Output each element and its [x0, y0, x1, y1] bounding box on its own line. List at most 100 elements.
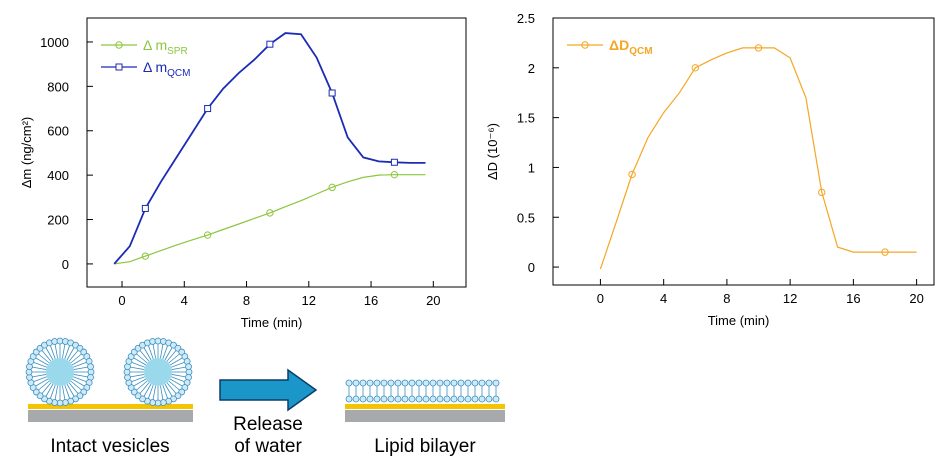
- substrate: [345, 410, 505, 422]
- lipid-head: [422, 395, 430, 403]
- x-tick-label: 20: [426, 293, 440, 308]
- lipid-head: [394, 395, 402, 403]
- lipid-tail: [33, 362, 47, 368]
- lipid-head: [352, 379, 360, 387]
- x-tick-label: 4: [660, 291, 667, 306]
- vesicle-core: [46, 358, 74, 386]
- lipid-head: [478, 395, 486, 403]
- lipid-tail: [136, 353, 148, 364]
- legend-marker: [581, 41, 589, 49]
- lipid-tail: [45, 383, 54, 397]
- lipid-tail: [66, 347, 75, 361]
- lipid-tail: [166, 382, 177, 394]
- x-tick-label: 16: [846, 291, 860, 306]
- x-axis-label: Time (min): [241, 315, 303, 330]
- marker: [266, 209, 274, 217]
- y-tick-label: 200: [47, 213, 69, 228]
- x-tick-label: 0: [597, 291, 604, 306]
- lipid-head: [443, 379, 451, 387]
- lipid-head: [87, 363, 94, 371]
- lipid-head: [485, 379, 493, 387]
- lipid-head: [345, 395, 353, 403]
- lipid-head: [387, 395, 395, 403]
- legend-label: ΔDQCM: [609, 37, 653, 57]
- lipid-tail: [162, 345, 168, 359]
- lipid-head: [373, 379, 381, 387]
- lipid-head: [429, 379, 437, 387]
- lipid-tail: [54, 385, 58, 400]
- lipid-head: [185, 363, 192, 371]
- lipid-head: [408, 395, 416, 403]
- legend-label: Δ mSPR: [143, 37, 188, 57]
- diagram: Intact vesicles Release of water Lipid b…: [25, 337, 505, 457]
- lipid-head: [478, 379, 486, 387]
- lipid-tail: [50, 385, 56, 399]
- lipid-head: [394, 379, 402, 387]
- lipid-tail: [38, 380, 50, 391]
- legend-label: Δ mQCM: [143, 59, 190, 79]
- lipid-tail: [143, 383, 152, 397]
- lipid-tail: [35, 357, 49, 366]
- substrate: [28, 410, 193, 422]
- lipid-tail: [133, 378, 147, 387]
- lipid-tail: [169, 378, 183, 387]
- lipid-head: [450, 379, 458, 387]
- x-axis-label: Time (min): [708, 313, 770, 328]
- lipid-tail: [32, 366, 47, 370]
- lipid-tail: [148, 345, 154, 359]
- lipid-tail: [62, 344, 66, 359]
- plot-frame: [86, 17, 467, 288]
- lipid-head: [359, 379, 367, 387]
- lipid-head: [373, 395, 381, 403]
- x-tick-label: 12: [302, 293, 316, 308]
- lipid-tail: [73, 366, 88, 370]
- lipid-tail: [70, 353, 82, 364]
- lipid-tail: [139, 350, 150, 362]
- lipid-head: [352, 395, 360, 403]
- marker: [390, 158, 398, 166]
- y-tick-label: 0: [528, 260, 535, 275]
- lipid-tail: [169, 357, 183, 366]
- lipid-tail: [168, 353, 180, 364]
- lipid-tail: [38, 353, 50, 364]
- lipid-tail: [152, 344, 156, 359]
- y-tick-label: 1.5: [517, 111, 535, 126]
- y-tick-label: 2.5: [517, 11, 535, 26]
- lipid-head: [485, 395, 493, 403]
- lipid-tail: [35, 378, 49, 387]
- lipid-head: [429, 395, 437, 403]
- lipid-tail: [143, 347, 152, 361]
- label: Lipid bilayer: [374, 436, 476, 457]
- legend-sub: QCM: [629, 46, 652, 57]
- lipid-head: [415, 379, 423, 387]
- lipid-head: [366, 395, 374, 403]
- lipid-tail: [139, 382, 150, 394]
- lipid-head: [380, 395, 388, 403]
- lipid-tail: [133, 357, 147, 366]
- lipid-tail: [41, 382, 52, 394]
- marker: [203, 231, 212, 239]
- lipid-tail: [171, 374, 186, 378]
- lipid-tail: [54, 344, 58, 359]
- y-tick-label: 400: [47, 168, 69, 183]
- marker: [754, 44, 763, 52]
- lipid-head: [359, 395, 367, 403]
- marker: [881, 248, 889, 256]
- lipid-tail: [73, 374, 88, 378]
- lipid-head: [457, 395, 465, 403]
- lipid-tail: [130, 374, 145, 378]
- lipid-tail: [171, 376, 185, 382]
- lipid-tail: [71, 357, 85, 366]
- gold-layer: [28, 404, 193, 409]
- x-tick-label: 12: [783, 291, 797, 306]
- lipid-head: [415, 395, 423, 403]
- lipid-head: [380, 379, 388, 387]
- lipid-tail: [131, 376, 145, 382]
- y-tick-label: 1000: [40, 35, 69, 50]
- lipid-tail: [73, 362, 87, 368]
- lipid-tail: [171, 366, 186, 370]
- lipid-head: [450, 395, 458, 403]
- legend-marker: [115, 41, 123, 49]
- lipid-head: [422, 379, 430, 387]
- legend-sub: SPR: [167, 46, 188, 57]
